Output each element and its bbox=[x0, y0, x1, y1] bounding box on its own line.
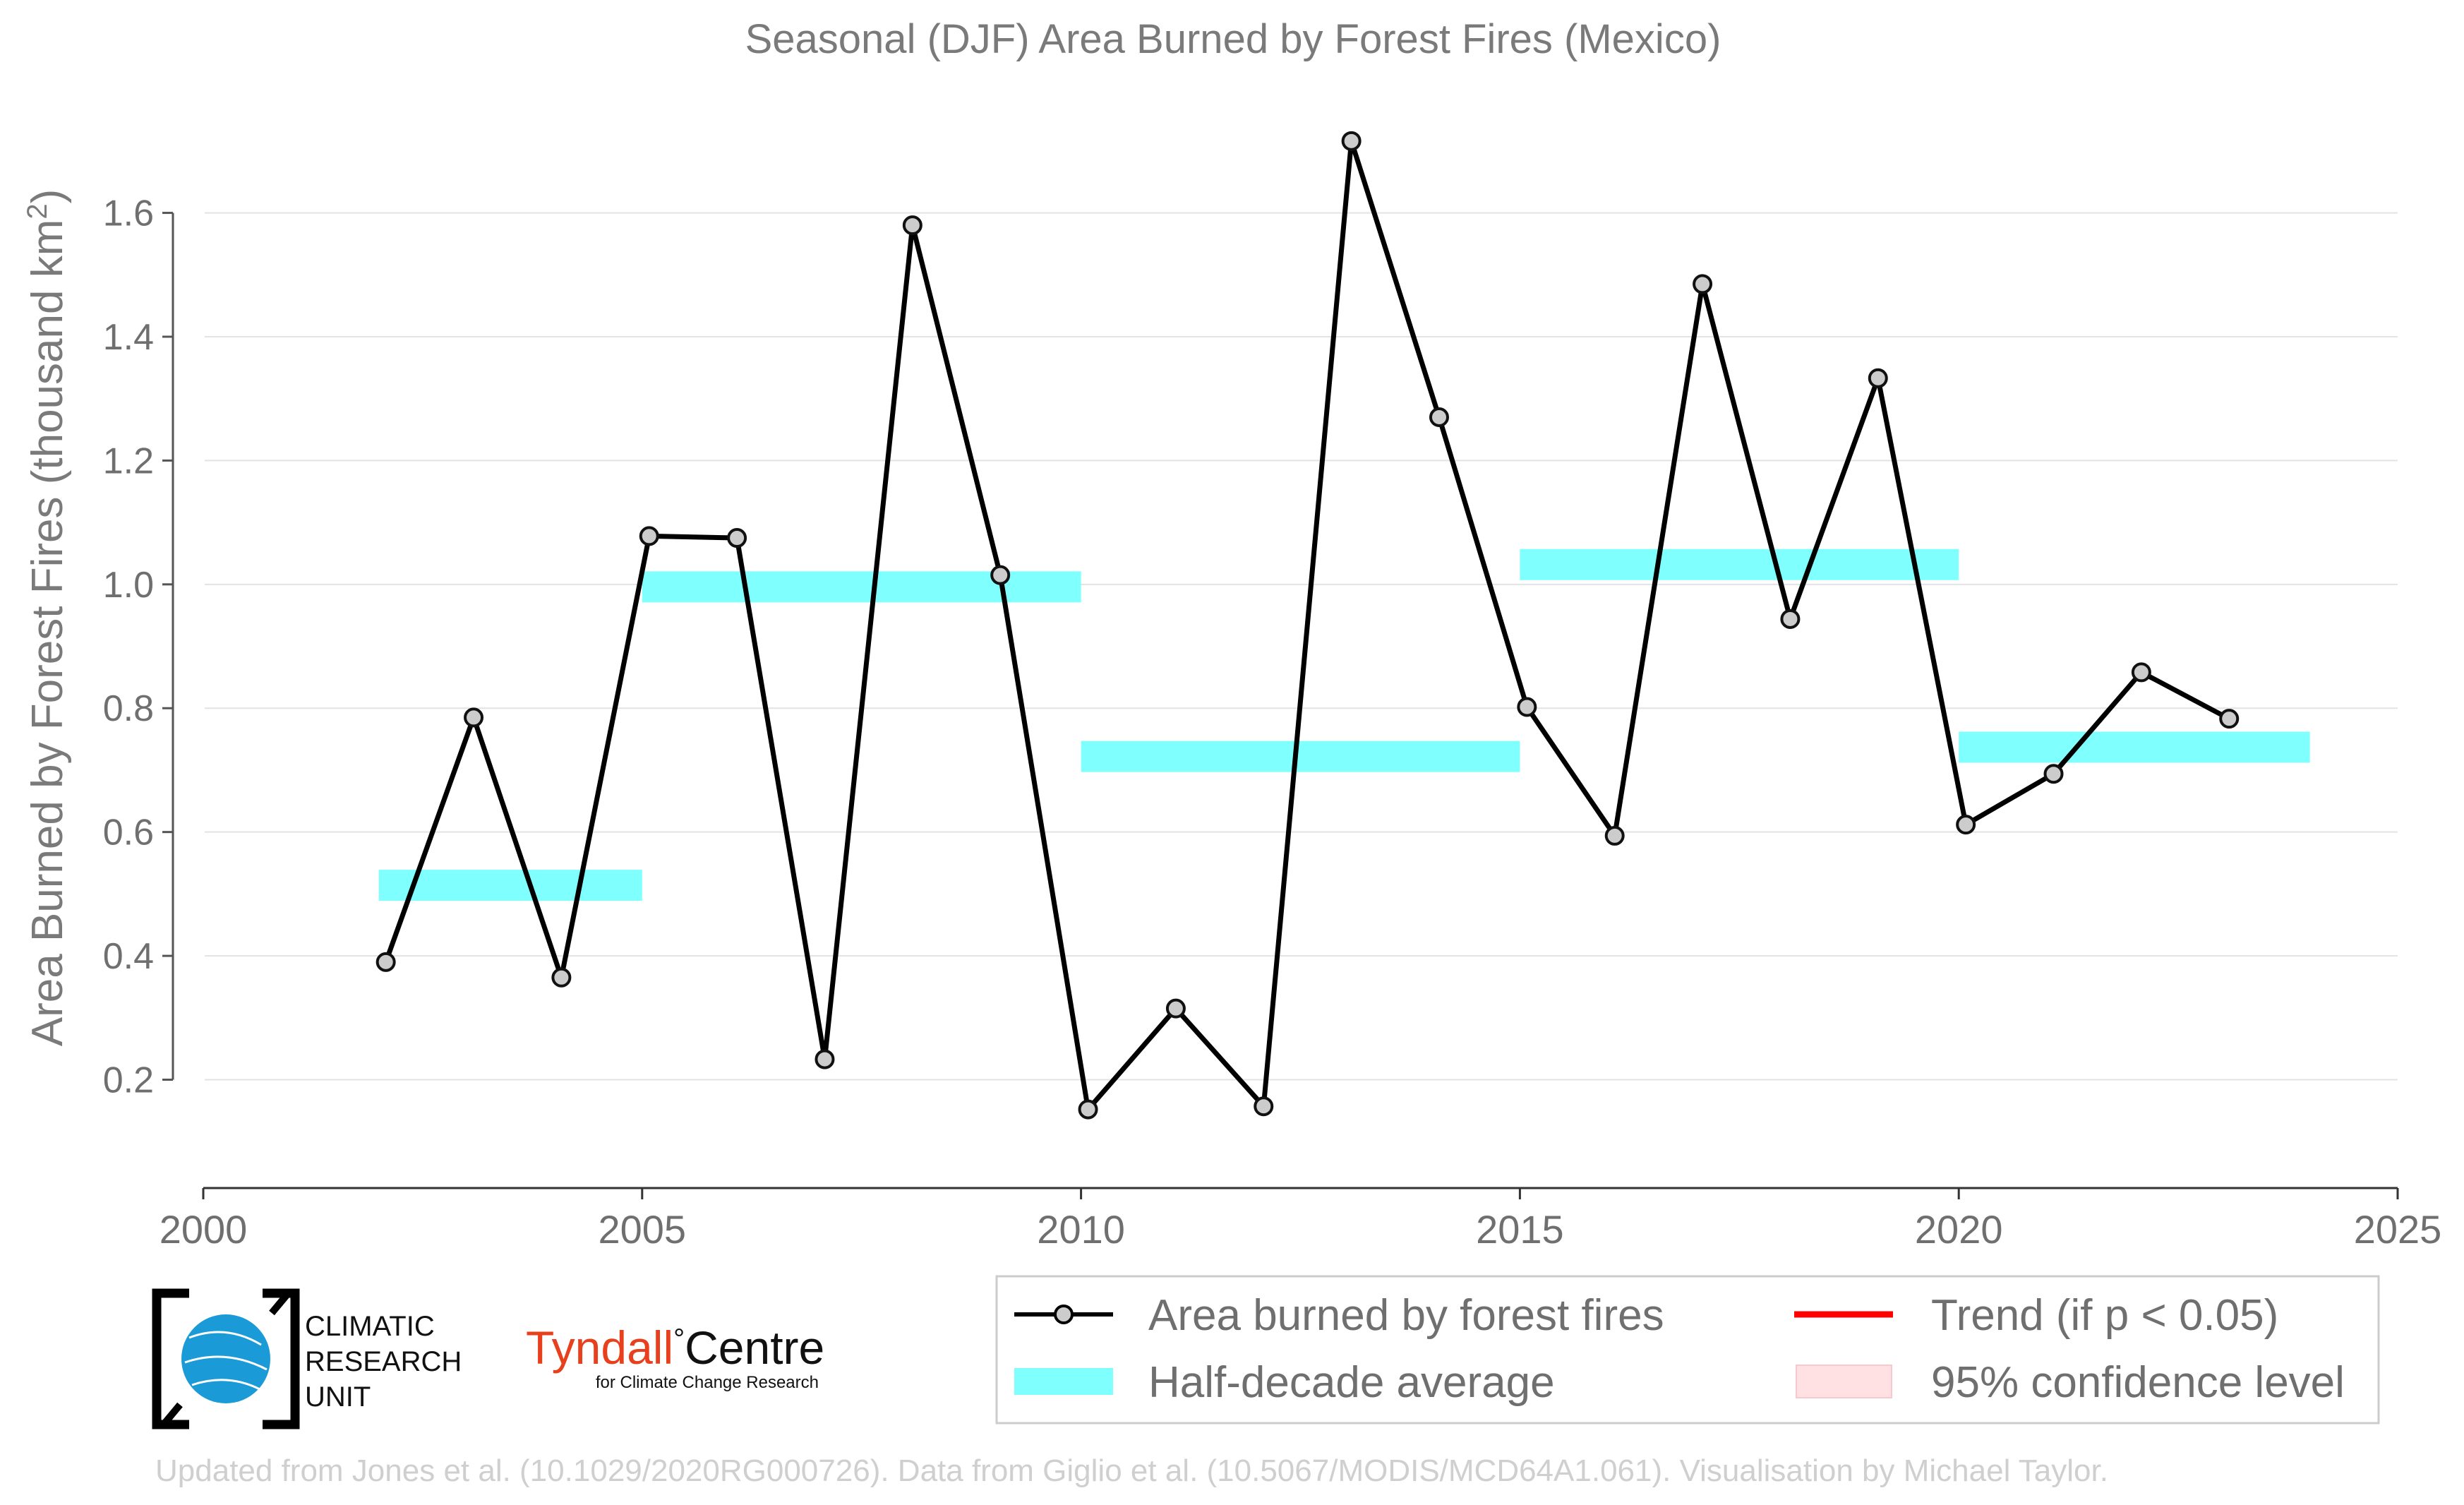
half-decade-band bbox=[642, 571, 1081, 603]
y-tick-label: 1.2 bbox=[103, 440, 154, 481]
data-point bbox=[1165, 998, 1186, 1019]
data-point bbox=[1517, 697, 1537, 717]
cru-text-line-3: UNIT bbox=[305, 1381, 371, 1413]
tyndall-logo-degree: ° bbox=[673, 1324, 685, 1355]
tyndall-logo-subtitle: for Climate Change Research bbox=[596, 1373, 819, 1392]
cru-globe-contour-1 bbox=[188, 1331, 262, 1346]
data-point bbox=[375, 952, 396, 972]
y-tick-label: 0.6 bbox=[103, 813, 154, 853]
legend-swatch-half-decade bbox=[1014, 1368, 1113, 1395]
x-tick-label: 2015 bbox=[1476, 1207, 1564, 1252]
area-burned-series bbox=[375, 131, 2240, 1120]
half-decade-average-bands bbox=[378, 548, 2310, 901]
cru-logo-slash-top bbox=[269, 1289, 292, 1316]
data-point bbox=[2219, 709, 2240, 729]
legend-marker-area-burned bbox=[1054, 1305, 1074, 1324]
data-point bbox=[464, 707, 484, 728]
half-decade-band bbox=[1520, 548, 1959, 580]
x-tick-label: 2000 bbox=[160, 1207, 248, 1252]
x-tick-label: 2025 bbox=[2354, 1207, 2442, 1252]
legend-frame bbox=[995, 1275, 2380, 1425]
data-point bbox=[2131, 662, 2151, 683]
cru-logo: CLIMATIC RESEARCH UNIT bbox=[152, 1288, 462, 1429]
data-point bbox=[2043, 764, 2064, 784]
tyndall-logo-name-left: Tyndall bbox=[526, 1321, 673, 1374]
grid-lines bbox=[205, 212, 2398, 1081]
data-point bbox=[1956, 815, 1976, 835]
data-point bbox=[1780, 608, 1801, 629]
data-point bbox=[1341, 131, 1362, 151]
cru-text-line-1: CLIMATIC bbox=[305, 1311, 435, 1342]
data-point bbox=[902, 215, 923, 236]
data-point bbox=[815, 1049, 835, 1069]
legend-item-confidence: 95% confidence level bbox=[1796, 1358, 2345, 1407]
x-tick-label: 2005 bbox=[599, 1207, 687, 1252]
legend-item-half-decade: Half-decade average bbox=[1014, 1358, 1555, 1407]
y-axis-label-close: ) bbox=[23, 189, 72, 204]
cru-logo-frame-left bbox=[152, 1288, 189, 1429]
half-decade-band bbox=[1081, 740, 1520, 772]
data-point bbox=[639, 526, 659, 546]
legend-item-trend: Trend (if p < 0.05) bbox=[1794, 1291, 2278, 1340]
data-point bbox=[1078, 1099, 1098, 1120]
y-tick-label: 1.4 bbox=[103, 317, 154, 358]
legend-label-confidence: 95% confidence level bbox=[1931, 1358, 2345, 1407]
x-tick-label: 2020 bbox=[1915, 1207, 2003, 1252]
cru-logo-slash-bottom bbox=[160, 1402, 183, 1429]
y-tick-label: 1.6 bbox=[103, 193, 154, 234]
series-line bbox=[383, 138, 2230, 1113]
cru-globe-contour-3 bbox=[191, 1379, 260, 1391]
data-point bbox=[1693, 274, 1713, 294]
legend: Area burned by forest fires Trend (if p … bbox=[995, 1275, 2380, 1425]
legend-swatch-confidence bbox=[1796, 1365, 1892, 1398]
data-point bbox=[1604, 825, 1625, 846]
data-point bbox=[1868, 368, 1888, 388]
credit-text: Updated from Jones et al. (10.1029/2020R… bbox=[155, 1453, 2108, 1488]
legend-label-trend: Trend (if p < 0.05) bbox=[1931, 1291, 2278, 1340]
tyndall-logo-name: Tyndall°Centre bbox=[526, 1321, 824, 1374]
y-axis: 0.2 0.4 0.6 0.8 1.0 1.2 1.4 1.6 bbox=[103, 193, 174, 1101]
half-decade-band bbox=[378, 870, 642, 901]
y-tick-label: 0.4 bbox=[103, 936, 154, 977]
x-tick-label: 2010 bbox=[1037, 1207, 1125, 1252]
tyndall-logo-name-right: Centre bbox=[685, 1321, 824, 1374]
x-axis: 2000 2005 2010 2015 2020 2025 bbox=[160, 1187, 2442, 1252]
data-point bbox=[727, 528, 747, 548]
cru-globe-contour-2 bbox=[184, 1355, 268, 1371]
tyndall-logo: Tyndall°Centre for Climate Change Resear… bbox=[526, 1321, 824, 1392]
y-axis-label-main: Area Burned by Forest Fires (thousand km bbox=[23, 220, 72, 1047]
legend-item-area-burned: Area burned by forest fires bbox=[1014, 1291, 1664, 1340]
y-tick-label: 0.2 bbox=[103, 1060, 154, 1101]
data-point bbox=[1254, 1096, 1274, 1117]
data-point bbox=[551, 967, 572, 988]
chart-title: Seasonal (DJF) Area Burned by Forest Fir… bbox=[745, 16, 1721, 62]
cru-text-line-2: RESEARCH bbox=[305, 1346, 462, 1377]
data-point bbox=[990, 565, 1011, 585]
y-axis-label: Area Burned by Forest Fires (thousand km… bbox=[22, 189, 72, 1047]
y-tick-label: 0.8 bbox=[103, 688, 154, 729]
legend-label-area-burned: Area burned by forest fires bbox=[1148, 1291, 1664, 1340]
legend-label-half-decade: Half-decade average bbox=[1148, 1358, 1555, 1407]
half-decade-band bbox=[1959, 731, 2310, 763]
cru-logo-frame-right bbox=[263, 1288, 300, 1429]
data-point bbox=[1429, 407, 1449, 428]
y-axis-label-superscript: 2 bbox=[22, 203, 53, 219]
y-tick-label: 1.0 bbox=[103, 565, 154, 606]
